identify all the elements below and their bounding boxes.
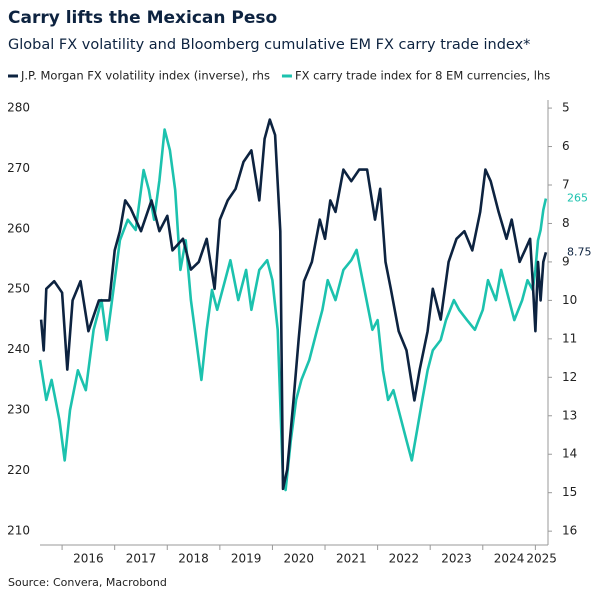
- y-tick-label: 230: [7, 403, 30, 417]
- y2-tick-label: 9: [562, 254, 570, 268]
- x-tick-label: 2019: [231, 552, 262, 566]
- x-tick-label: 2023: [441, 552, 472, 566]
- y-tick-label: 270: [7, 161, 30, 175]
- annotation: 8.75: [567, 245, 592, 258]
- series-line: [38, 128, 548, 492]
- y2-tick-label: 8: [562, 216, 570, 230]
- y2-tick-label: 12: [562, 370, 577, 384]
- x-tick-label: 2021: [336, 552, 367, 566]
- y2-tick-label: 15: [562, 485, 577, 499]
- x-tick-label: 2020: [283, 552, 314, 566]
- x-tick-label: 2017: [126, 552, 157, 566]
- chart-title: Carry lifts the Mexican Peso: [8, 8, 277, 28]
- y2-tick-label: 6: [562, 139, 570, 153]
- x-tick-label: 2024: [494, 552, 525, 566]
- y2-tick-label: 7: [562, 178, 570, 192]
- x-tick-label: 2018: [178, 552, 209, 566]
- x-tick-label: 2016: [73, 552, 104, 566]
- legend-label: FX carry trade index for 8 EM currencies…: [295, 69, 550, 83]
- x-tick-label: 2025: [526, 552, 557, 566]
- chart-subtitle: Global FX volatility and Bloomberg cumul…: [8, 37, 530, 53]
- y-tick-label: 260: [7, 221, 30, 235]
- y2-tick-label: 5: [562, 101, 570, 115]
- source: Source: Convera, Macrobond: [8, 576, 167, 589]
- legend-label: J.P. Morgan FX volatility index (inverse…: [20, 69, 270, 83]
- y-tick-label: 210: [7, 524, 30, 538]
- y2-tick-label: 10: [562, 293, 577, 307]
- x-tick-label: 2022: [389, 552, 420, 566]
- y2-tick-label: 13: [562, 408, 577, 422]
- y-tick-label: 250: [7, 282, 30, 296]
- y2-tick-label: 14: [562, 447, 577, 461]
- y2-tick-label: 16: [562, 524, 577, 538]
- y-tick-label: 280: [7, 100, 30, 114]
- y-tick-label: 240: [7, 342, 30, 356]
- annotation: 265: [567, 192, 588, 205]
- series-line: [39, 118, 548, 491]
- y-tick-label: 220: [7, 463, 30, 477]
- y2-tick-label: 11: [562, 331, 577, 345]
